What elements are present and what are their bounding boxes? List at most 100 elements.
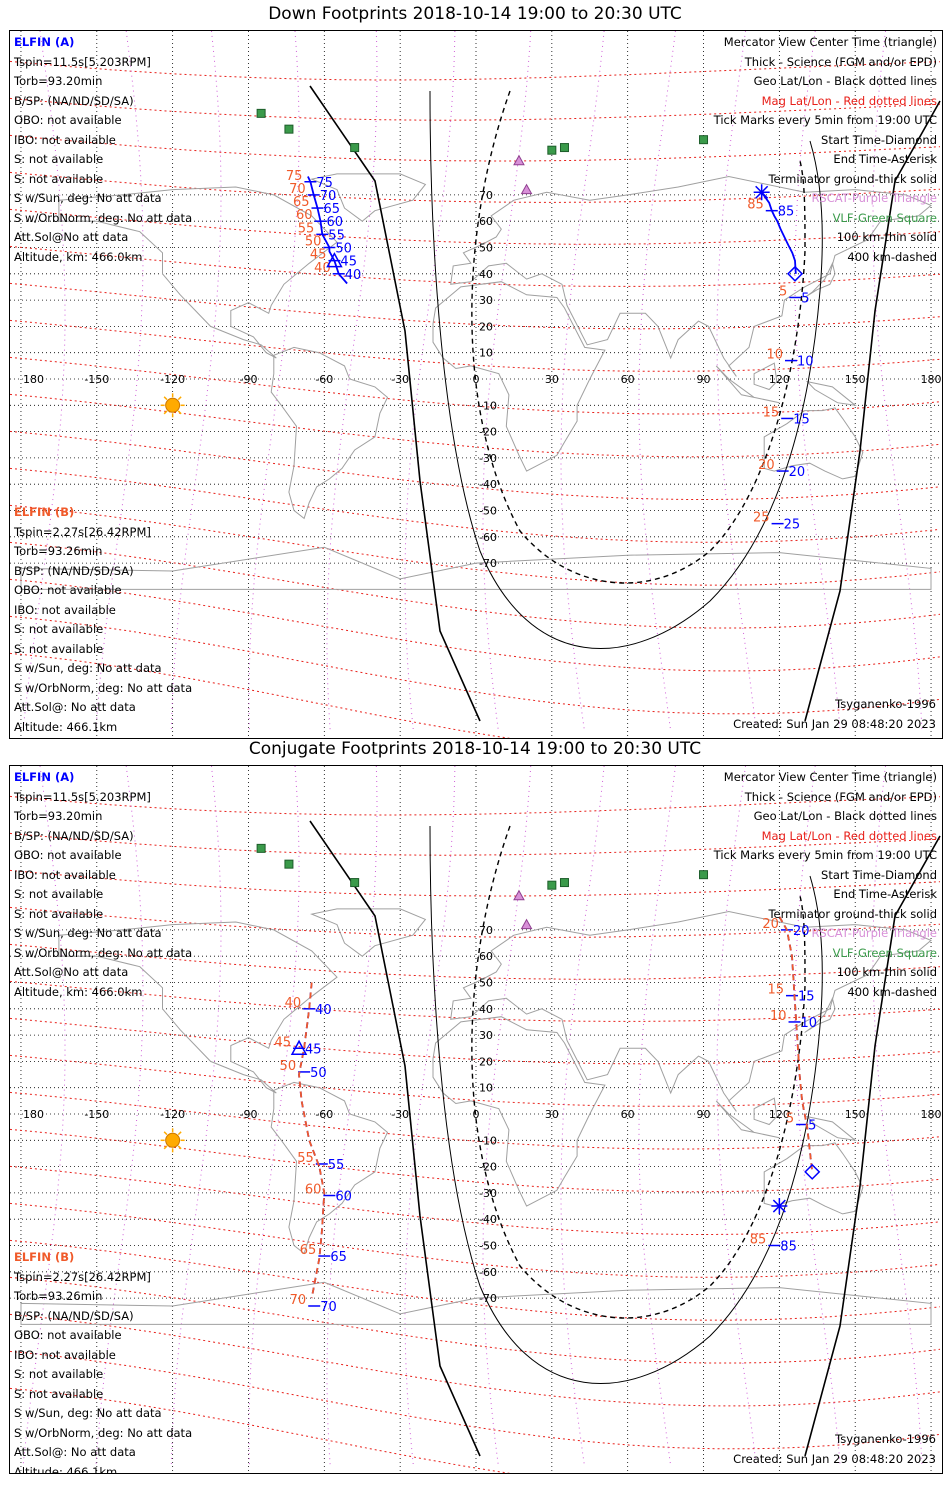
lon-tick-label: 0 <box>473 1108 480 1121</box>
sc-b-line: Altitude: 466.1km <box>14 1464 118 1474</box>
lon-tick-label: 90 <box>697 373 711 386</box>
mag-parallel <box>10 1276 941 1364</box>
coastline <box>753 362 778 391</box>
mag-meridian <box>95 766 144 1467</box>
mag-parallel <box>10 393 941 458</box>
lat-tick-label: 50 <box>479 977 493 990</box>
track-tick-label-a: 5 <box>808 1119 816 1134</box>
ring-400km <box>471 825 806 1319</box>
lat-tick-label: 50 <box>479 242 493 255</box>
sc-a-info: ELFIN (A) Tspin=11.5s[5.203RPM] Torb=93.… <box>14 768 192 1002</box>
mag-meridian <box>872 31 923 732</box>
mag-meridian <box>326 766 378 1467</box>
mag-meridian <box>170 766 222 1467</box>
track-tick-label-b: 70 <box>289 182 306 197</box>
track-a-line <box>298 982 326 1299</box>
lat-tick-label: -10 <box>479 399 497 412</box>
track-tick-label-a: 20 <box>793 924 810 939</box>
lon-tick-label: -60 <box>315 1108 333 1121</box>
track-tick-label-b: 45 <box>310 248 327 263</box>
sc-a-line: S w/Sun, deg: No att data <box>14 191 162 205</box>
legend-item: Mag Lat/Lon - Red dotted lines <box>761 828 937 843</box>
lon-tick-label: -30 <box>391 373 409 386</box>
lat-tick-label: -20 <box>479 426 497 439</box>
sun-ray <box>177 396 182 401</box>
track-tick-label-b: 20 <box>762 917 779 932</box>
sc-a-line: S w/Sun, deg: No att data <box>14 926 162 940</box>
track-tick-label-a: 65 <box>330 1250 347 1265</box>
coastline <box>715 365 780 404</box>
sc-b-info: ELFIN (B) Tspin=2.27s[26.42RPM] Torb=93.… <box>14 503 192 737</box>
sc-b-name: ELFIN (B) <box>14 505 75 519</box>
coastline <box>763 1142 864 1215</box>
lat-tick-label: 70 <box>479 924 493 937</box>
sc-b-line: S w/Sun, deg: No att data <box>14 1406 162 1420</box>
created-stamp: Created: Sun Jan 29 08:48:20 2023 <box>733 716 936 731</box>
lon-tick-label: 90 <box>697 1108 711 1121</box>
mag-parallel <box>10 356 941 415</box>
legend-item: 400 km-dashed <box>847 984 937 999</box>
vlf-station-square <box>350 143 360 153</box>
vlf-station-square <box>350 878 360 888</box>
legend-item: Terminator ground-thick solid <box>768 906 937 921</box>
track-tick-label-a: 55 <box>328 228 345 243</box>
mag-meridian <box>482 766 532 1467</box>
track-tick-label-b: 10 <box>766 348 783 363</box>
track-tick-label-b: 75 <box>286 169 303 184</box>
sc-a-line: B/SP: (NA/ND/SD/SA) <box>14 93 134 108</box>
sc-a-line: B/SP: (NA/ND/SD/SA) <box>14 828 134 843</box>
vlf-station-square <box>256 108 266 118</box>
mag-parallel <box>10 245 941 287</box>
sc-a-line: Tspin=11.5s[5.203RPM] <box>14 789 151 804</box>
coastline <box>20 1281 932 1325</box>
lon-tick-label: 120 <box>769 1108 790 1121</box>
mag-parallel <box>10 1313 941 1407</box>
track-tick-label-b: 55 <box>298 221 315 236</box>
track-tick-label-b: 85 <box>750 1233 767 1248</box>
lon-tick-label: 30 <box>545 373 559 386</box>
lat-tick-label: 40 <box>479 1003 493 1016</box>
lon-tick-label: -60 <box>315 373 333 386</box>
lon-tick-label: -30 <box>391 1108 409 1121</box>
lat-tick-label: 60 <box>479 215 493 228</box>
vlf-station-square <box>284 859 294 869</box>
sc-b-line: S w/OrbNorm, deg: No att data <box>14 680 193 695</box>
track-tick-label-a: 60 <box>327 215 344 230</box>
lon-tick-label: -90 <box>239 373 257 386</box>
track-tick-label-b: 65 <box>293 195 310 210</box>
legend-item: Mercator View Center Time (triangle) <box>723 35 937 49</box>
model-name: Tsyganenko-1996 <box>835 697 936 711</box>
ring-100km <box>429 90 823 649</box>
mag-parallel <box>10 1017 941 1065</box>
mag-meridian <box>326 31 378 732</box>
mag-parallel <box>10 282 941 330</box>
legend-item: Geo Lat/Lon - Black dotted lines <box>753 809 937 823</box>
track-tick-label-b: 45 <box>274 1035 291 1050</box>
sun-ray <box>177 1145 182 1150</box>
track-tick-label-b: 15 <box>767 983 784 998</box>
lon-tick-label: -120 <box>160 1108 185 1121</box>
legend: Mercator View Center Time (triangle) Thi… <box>714 33 937 267</box>
ring-400km <box>471 90 806 584</box>
mag-parallel <box>10 319 941 372</box>
sun-ray <box>177 1131 182 1136</box>
end-time-asterisk <box>755 185 769 199</box>
sc-a-line: S w/OrbNorm, deg: No att data <box>14 945 193 960</box>
center-time-triangle <box>290 1039 308 1055</box>
sc-a-name: ELFIN (A) <box>14 35 75 49</box>
sc-a-info: ELFIN (A) Tspin=11.5s[5.203RPM] Torb=93.… <box>14 33 192 267</box>
lat-tick-label: -20 <box>479 1161 497 1174</box>
coastline <box>763 407 864 480</box>
sc-a-line: S: not available <box>14 171 104 186</box>
mag-parallel <box>10 652 511 738</box>
mag-parallel <box>10 1387 511 1473</box>
lon-tick-label: 30 <box>545 1108 559 1121</box>
mag-parallel <box>10 869 941 897</box>
lat-tick-label: -60 <box>479 531 497 544</box>
lat-tick-label: -50 <box>479 505 497 518</box>
lon-tick-label: 60 <box>621 1108 635 1121</box>
coastline <box>450 175 932 377</box>
sun-ray <box>163 1145 168 1150</box>
lat-tick-label: -60 <box>479 1266 497 1279</box>
coastline <box>432 281 606 472</box>
